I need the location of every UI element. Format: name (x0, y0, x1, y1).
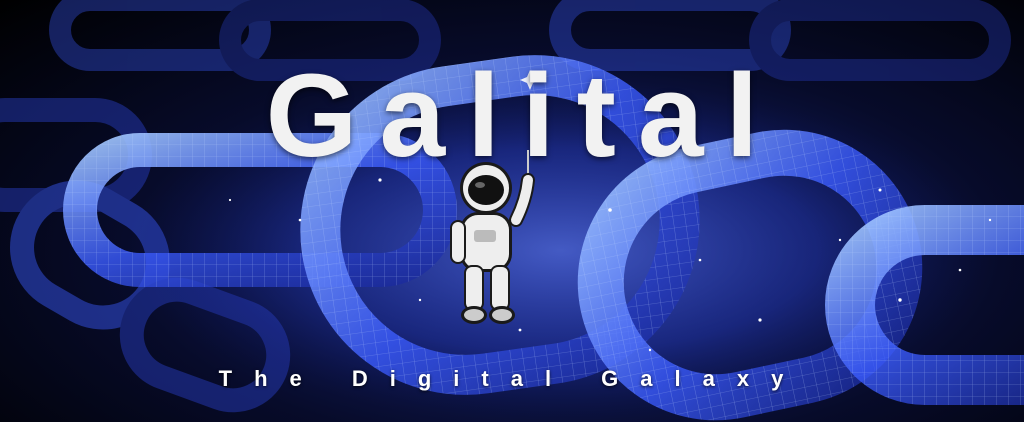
tagline: The Digital Galaxy (218, 366, 806, 391)
brand-title: Galital (265, 50, 781, 182)
main-chain (63, 55, 1024, 421)
astronaut-icon (450, 150, 535, 324)
background-chain (49, 0, 1011, 81)
sparkle-icon (228, 70, 992, 352)
